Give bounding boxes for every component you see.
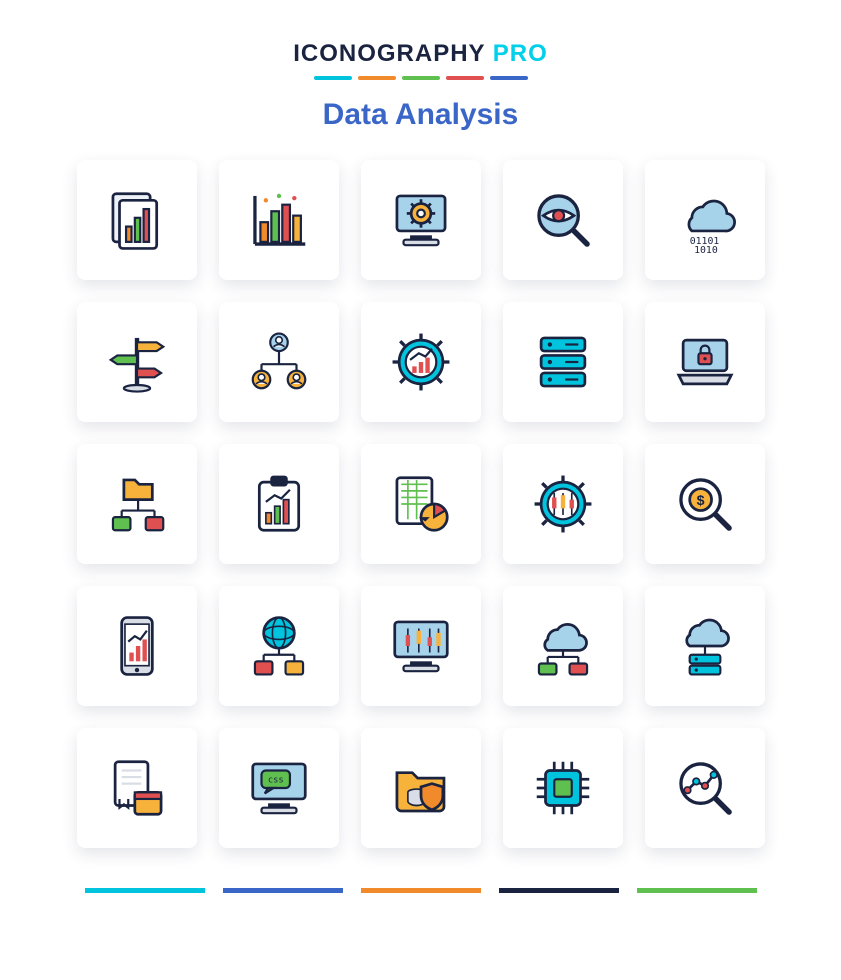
folder-tree-icon: [77, 444, 197, 564]
graph-search-icon: [645, 728, 765, 848]
clipboard-chart-icon: [219, 444, 339, 564]
footer-bar: [499, 888, 619, 893]
globe-nodes-icon: [219, 586, 339, 706]
eye-search-icon: [503, 160, 623, 280]
gear-growth-icon: [361, 302, 481, 422]
monitor-candles-icon: [361, 586, 481, 706]
server-stack-icon: [503, 302, 623, 422]
signpost-icon: [77, 302, 197, 422]
coin-search-icon: $: [645, 444, 765, 564]
monitor-gear-icon: [361, 160, 481, 280]
svg-text:css: css: [267, 776, 283, 786]
footer-bar: [637, 888, 757, 893]
laptop-lock-icon: [645, 302, 765, 422]
accent-bar: [446, 76, 484, 80]
footer-bar: [361, 888, 481, 893]
footer-bar: [85, 888, 205, 893]
team-hierarchy-icon: [219, 302, 339, 422]
cloud-server-icon: [645, 586, 765, 706]
icon-grid: 01101 1010: [77, 160, 765, 848]
brand-prefix: ICONOGRAPHY: [293, 40, 485, 67]
bar-chart-icon: [219, 160, 339, 280]
svg-text:$: $: [696, 493, 704, 509]
accent-bar: [314, 76, 352, 80]
phone-chart-icon: [77, 586, 197, 706]
brand-underlines: [314, 76, 528, 80]
accent-bar: [402, 76, 440, 80]
spreadsheet-pie-icon: [361, 444, 481, 564]
cloud-binary-icon: 01101 1010: [645, 160, 765, 280]
monitor-chat-icon: css: [219, 728, 339, 848]
svg-text:1010: 1010: [694, 245, 718, 255]
report-bars-icon: [77, 160, 197, 280]
gear-candles-icon: [503, 444, 623, 564]
brand-logo: ICONOGRAPHY PRO: [293, 40, 548, 68]
brand-suffix: PRO: [485, 40, 548, 67]
folder-shield-icon: [361, 728, 481, 848]
doc-calendar-icon: [77, 728, 197, 848]
accent-bar: [490, 76, 528, 80]
processor-chip-icon: [503, 728, 623, 848]
footer-bars: [85, 888, 757, 893]
page-title: Data Analysis: [323, 98, 519, 132]
accent-bar: [358, 76, 396, 80]
cloud-nodes-icon: [503, 586, 623, 706]
footer-bar: [223, 888, 343, 893]
